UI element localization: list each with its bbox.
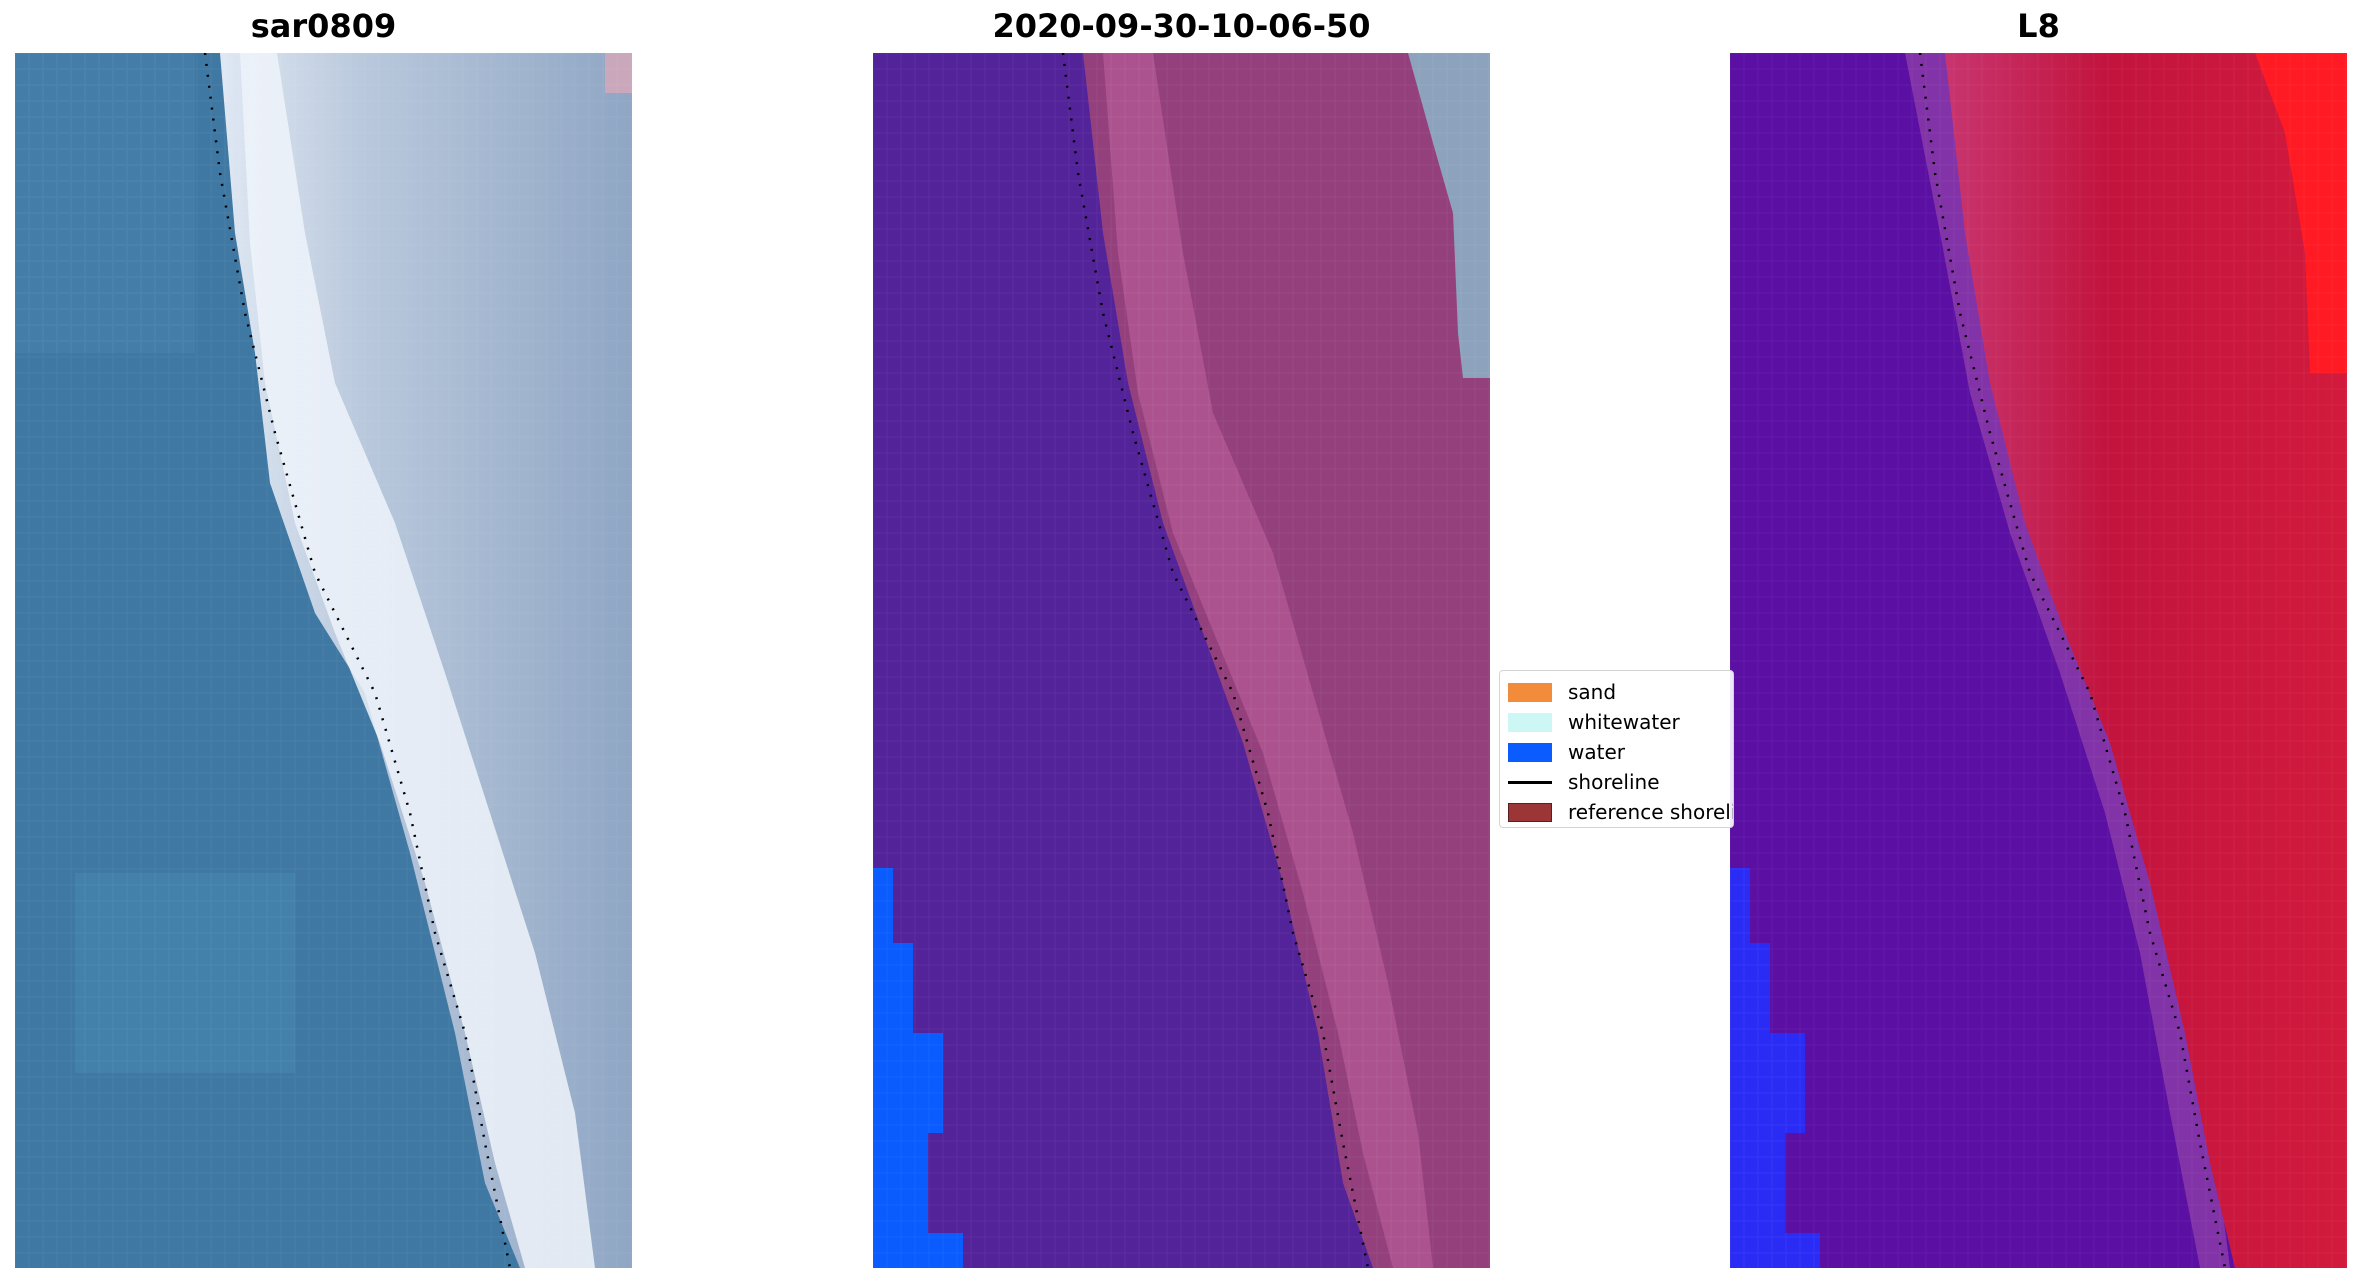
- legend: sand whitewater water shoreline referenc…: [1499, 670, 1734, 828]
- classification-panel: [873, 53, 1490, 1268]
- legend-label: reference shoreline: [1568, 800, 1733, 824]
- rgb-image: [15, 53, 632, 1268]
- l8-panel: [1730, 53, 2347, 1268]
- legend-label: shoreline: [1568, 770, 1660, 794]
- panel-title-l8: L8: [2017, 7, 2060, 45]
- legend-label: whitewater: [1568, 710, 1680, 734]
- legend-item-sand: sand: [1508, 681, 1616, 703]
- legend-item-reference-shoreline: reference shoreline: [1508, 800, 1733, 824]
- panel-title-rgb: sar0809: [250, 7, 397, 45]
- shoreline-line-icon: [1508, 780, 1552, 784]
- water-swatch: [1508, 742, 1552, 762]
- panel-title-classification: 2020-09-30-10-06-50: [992, 7, 1371, 45]
- sand-swatch: [1508, 682, 1552, 702]
- legend-item-whitewater: whitewater: [1508, 711, 1680, 733]
- legend-label: sand: [1568, 680, 1617, 704]
- classification-image: [873, 53, 1490, 1268]
- legend-item-water: water: [1508, 741, 1625, 763]
- reference-shoreline-swatch: [1508, 802, 1552, 822]
- legend-item-shoreline: shoreline: [1508, 771, 1660, 793]
- whitewater-swatch: [1508, 712, 1552, 732]
- l8-image: [1730, 53, 2347, 1268]
- legend-label: water: [1568, 740, 1625, 764]
- rgb-image-panel: [15, 53, 632, 1268]
